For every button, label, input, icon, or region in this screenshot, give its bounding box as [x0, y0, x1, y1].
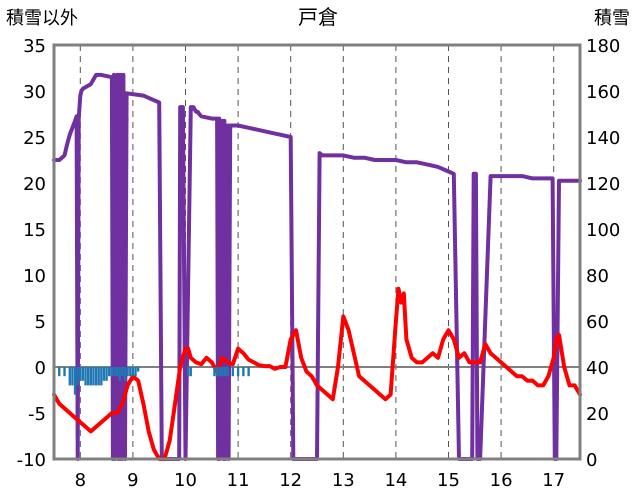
bar-2-4: [73, 367, 77, 395]
left-tick-label: 10: [23, 266, 46, 287]
right-tick-label: 160: [586, 82, 620, 103]
grid: [79, 45, 555, 459]
bar-2-33: [218, 367, 221, 377]
left-tick-label: -10: [17, 450, 46, 471]
bar-2-26: [131, 367, 135, 377]
bar-2-18: [110, 367, 114, 377]
bar-2-30: [189, 367, 192, 377]
right-tick-label: 80: [586, 266, 609, 287]
bar-2-39: [242, 367, 245, 377]
x-tick-label: 13: [332, 470, 355, 491]
x-tick-label: 9: [127, 470, 138, 491]
bar-2-8: [84, 367, 87, 386]
bar-2-16: [105, 367, 108, 381]
right-tick-label: 180: [586, 36, 620, 57]
right-tick-label: 0: [586, 450, 597, 471]
bar-2-6: [79, 367, 82, 381]
bar-2-36: [226, 367, 229, 377]
bar-2-9: [87, 367, 90, 386]
bar-2-19: [113, 367, 116, 377]
axes: -10 -5 0 5 10 15 20 25 30 35 0 20 40 60 80 100 120 140 160…: [17, 36, 621, 491]
bar-2-10: [89, 367, 93, 386]
bar-2-35: [223, 367, 227, 377]
right-tick-label: 120: [586, 174, 620, 195]
bar-2-13: [97, 367, 100, 386]
bar-2-3: [71, 367, 74, 386]
right-tick-label: 100: [586, 220, 620, 241]
bar-2-17: [108, 367, 111, 377]
bar-2-14: [100, 367, 103, 386]
x-tick-label: 15: [437, 470, 460, 491]
left-tick-label: 5: [35, 312, 46, 333]
left-tick-label: 30: [23, 82, 46, 103]
series-line-1: [52, 286, 582, 461]
bar-2-7: [81, 367, 85, 381]
right-tick-label: 20: [586, 404, 609, 425]
bar-2-38: [236, 367, 240, 377]
bar-2-40: [247, 367, 250, 377]
bar-2-0: [58, 367, 61, 377]
x-tick-label: 17: [542, 470, 565, 491]
x-tick-label: 11: [227, 470, 250, 491]
x-tick-label: 10: [174, 470, 197, 491]
right-tick-label: 60: [586, 312, 609, 333]
right-tick-label: 40: [586, 358, 609, 379]
bar-2-20: [115, 367, 119, 377]
left-tick-label: 25: [23, 128, 46, 149]
bar-2-25: [129, 367, 132, 377]
right-axis-label: 積雪: [594, 8, 630, 29]
bar-2-2: [68, 367, 71, 386]
left-tick-label: -5: [28, 404, 46, 425]
bar-2-5: [76, 367, 79, 386]
left-axis-label: 積雪以外: [6, 8, 78, 29]
x-tick-label: 14: [384, 470, 407, 491]
right-tick-label: 140: [586, 128, 620, 149]
plot-frame: [52, 43, 582, 461]
x-tick-label: 8: [75, 470, 86, 491]
bar-2-32: [215, 367, 219, 377]
x-tick-label: 12: [279, 470, 302, 491]
bar-2-29: [186, 367, 190, 377]
bar-2-12: [94, 367, 98, 386]
bar-2-15: [102, 367, 106, 381]
chart-title: 戸倉: [298, 5, 338, 29]
left-tick-label: 0: [35, 358, 46, 379]
bar-2-11: [92, 367, 95, 386]
bar-2-37: [231, 367, 235, 377]
bar-2-34: [221, 367, 224, 377]
left-tick-label: 35: [23, 36, 46, 57]
bar-2-23: [123, 367, 127, 381]
bar-2-28: [136, 367, 140, 372]
bar-2-27: [134, 367, 137, 377]
left-tick-label: 15: [23, 220, 46, 241]
bar-2-22: [121, 367, 124, 377]
x-tick-label: 16: [490, 470, 513, 491]
bar-2-21: [118, 367, 121, 381]
left-tick-label: 20: [23, 174, 46, 195]
bar-2-1: [63, 367, 66, 377]
bar-2-24: [126, 367, 129, 377]
bar-2-31: [213, 367, 216, 377]
